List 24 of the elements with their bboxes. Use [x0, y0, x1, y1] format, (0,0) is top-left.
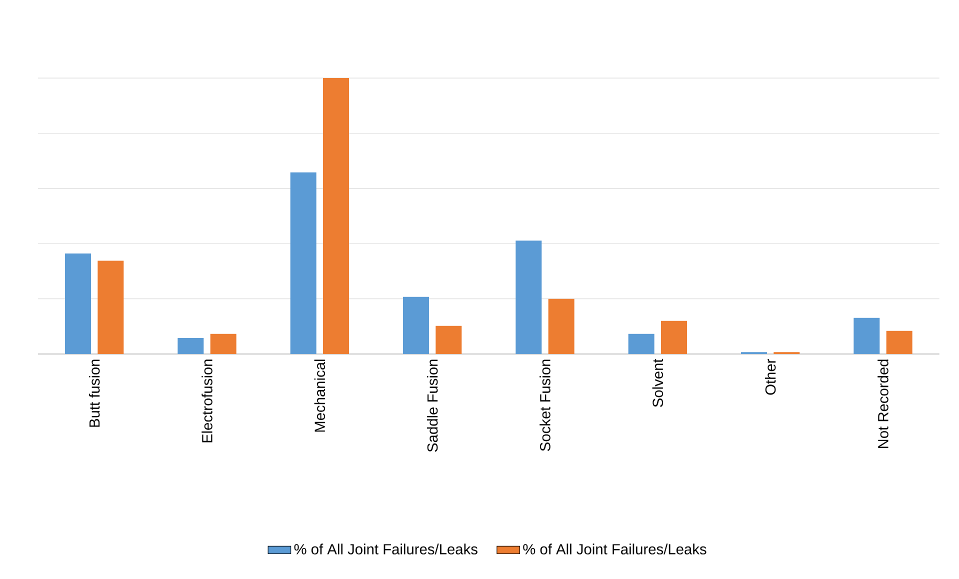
x-tick-label: Other — [764, 358, 776, 395]
x-tick-label: Not Recorded — [878, 360, 888, 448]
x-tick-label: Butt fusion — [88, 360, 100, 427]
bar — [178, 338, 204, 354]
bar — [98, 260, 124, 354]
bar — [628, 334, 654, 354]
bar — [290, 172, 316, 354]
legend-label: % of All Joint Failures/Leaks — [523, 544, 706, 554]
x-tick-label: Socket Fusion — [540, 360, 550, 451]
bar — [660, 320, 687, 354]
bar — [436, 326, 462, 354]
bar — [854, 318, 880, 354]
bar — [323, 78, 349, 354]
bar — [210, 334, 236, 354]
bar — [516, 240, 542, 354]
x-tick-label: Electrofusion — [202, 360, 212, 442]
x-tick-label: Saddle Fusion — [426, 360, 438, 452]
bar — [403, 296, 429, 354]
bar — [548, 298, 574, 354]
bar — [886, 330, 912, 354]
x-tick-label: Solvent — [652, 358, 664, 407]
x-tick-label: Mechanical — [314, 360, 326, 432]
bar — [65, 254, 92, 354]
legend-label: % of All Joint Failures/Leaks — [294, 544, 478, 554]
